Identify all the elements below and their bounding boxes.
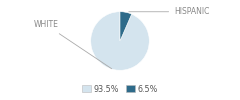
Text: WHITE: WHITE <box>34 20 112 69</box>
Legend: 93.5%, 6.5%: 93.5%, 6.5% <box>78 81 162 97</box>
Text: HISPANIC: HISPANIC <box>129 7 210 16</box>
Wedge shape <box>120 12 132 41</box>
Wedge shape <box>91 12 149 70</box>
